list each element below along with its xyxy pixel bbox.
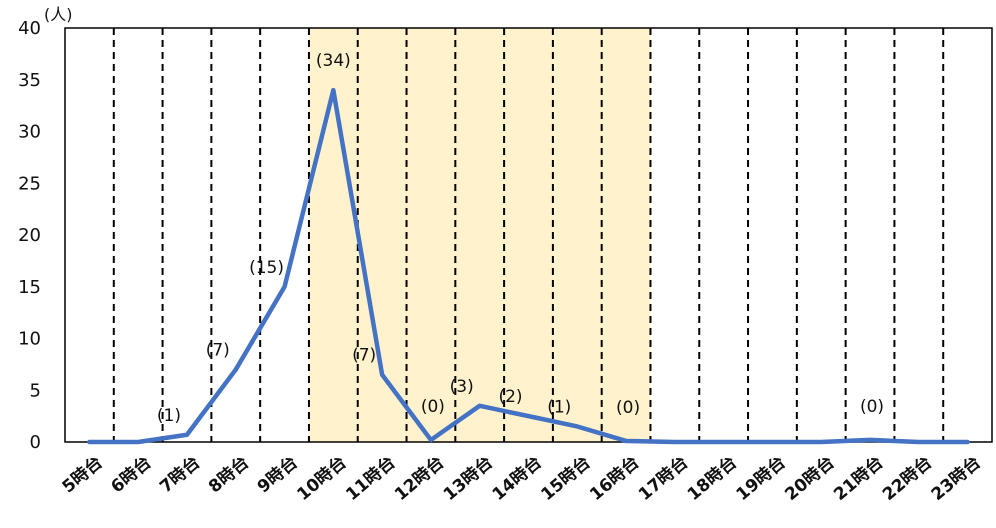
y-tick-label: 35 xyxy=(18,70,41,91)
x-tick-label: 6時台 xyxy=(107,452,156,498)
x-tick-label: 21時台 xyxy=(830,452,888,505)
x-tick-label: 19時台 xyxy=(732,452,790,505)
y-tick-label: 0 xyxy=(30,432,41,453)
plot-frame xyxy=(64,27,993,443)
x-tick-label: 13時台 xyxy=(439,452,497,505)
x-tick-label: 15時台 xyxy=(537,452,595,505)
data-label: (15) xyxy=(249,258,284,278)
x-tick-label: 17時台 xyxy=(634,452,692,505)
x-tick-label: 23時台 xyxy=(927,452,985,505)
data-label: (0) xyxy=(860,397,884,417)
data-label: (3) xyxy=(450,377,474,397)
y-tick-label: 40 xyxy=(18,18,41,39)
data-label: (34) xyxy=(316,51,351,71)
x-tick-label: 22時台 xyxy=(878,452,936,505)
x-tick-label: 10時台 xyxy=(293,452,351,505)
data-label: (0) xyxy=(616,398,640,418)
y-tick-label: 15 xyxy=(18,277,41,298)
x-tick-label: 18時台 xyxy=(683,452,741,505)
data-label: (0) xyxy=(421,397,445,417)
x-tick-label: 12時台 xyxy=(390,452,448,505)
x-tick-label: 20時台 xyxy=(781,452,839,505)
x-tick-label: 14時台 xyxy=(488,452,546,505)
x-tick-label: 8時台 xyxy=(204,452,253,498)
x-tick-label: 5時台 xyxy=(58,452,107,498)
data-label: (2) xyxy=(498,387,522,407)
x-tick-label: 16時台 xyxy=(586,452,644,505)
x-tick-label: 11時台 xyxy=(342,452,400,505)
y-axis-unit-label: (人) xyxy=(44,5,73,24)
highlight-band xyxy=(308,28,651,442)
data-label: (1) xyxy=(157,406,181,426)
data-label: (7) xyxy=(206,341,230,361)
y-tick-label: 20 xyxy=(18,225,41,246)
y-tick-label: 30 xyxy=(18,122,41,143)
series-line xyxy=(87,87,970,445)
y-tick-label: 25 xyxy=(18,173,41,194)
y-tick-label: 10 xyxy=(18,329,41,350)
data-label: (7) xyxy=(352,346,376,366)
y-tick-label: 5 xyxy=(30,380,41,401)
data-label: (1) xyxy=(547,397,571,417)
x-tick-label: 7時台 xyxy=(156,452,205,498)
